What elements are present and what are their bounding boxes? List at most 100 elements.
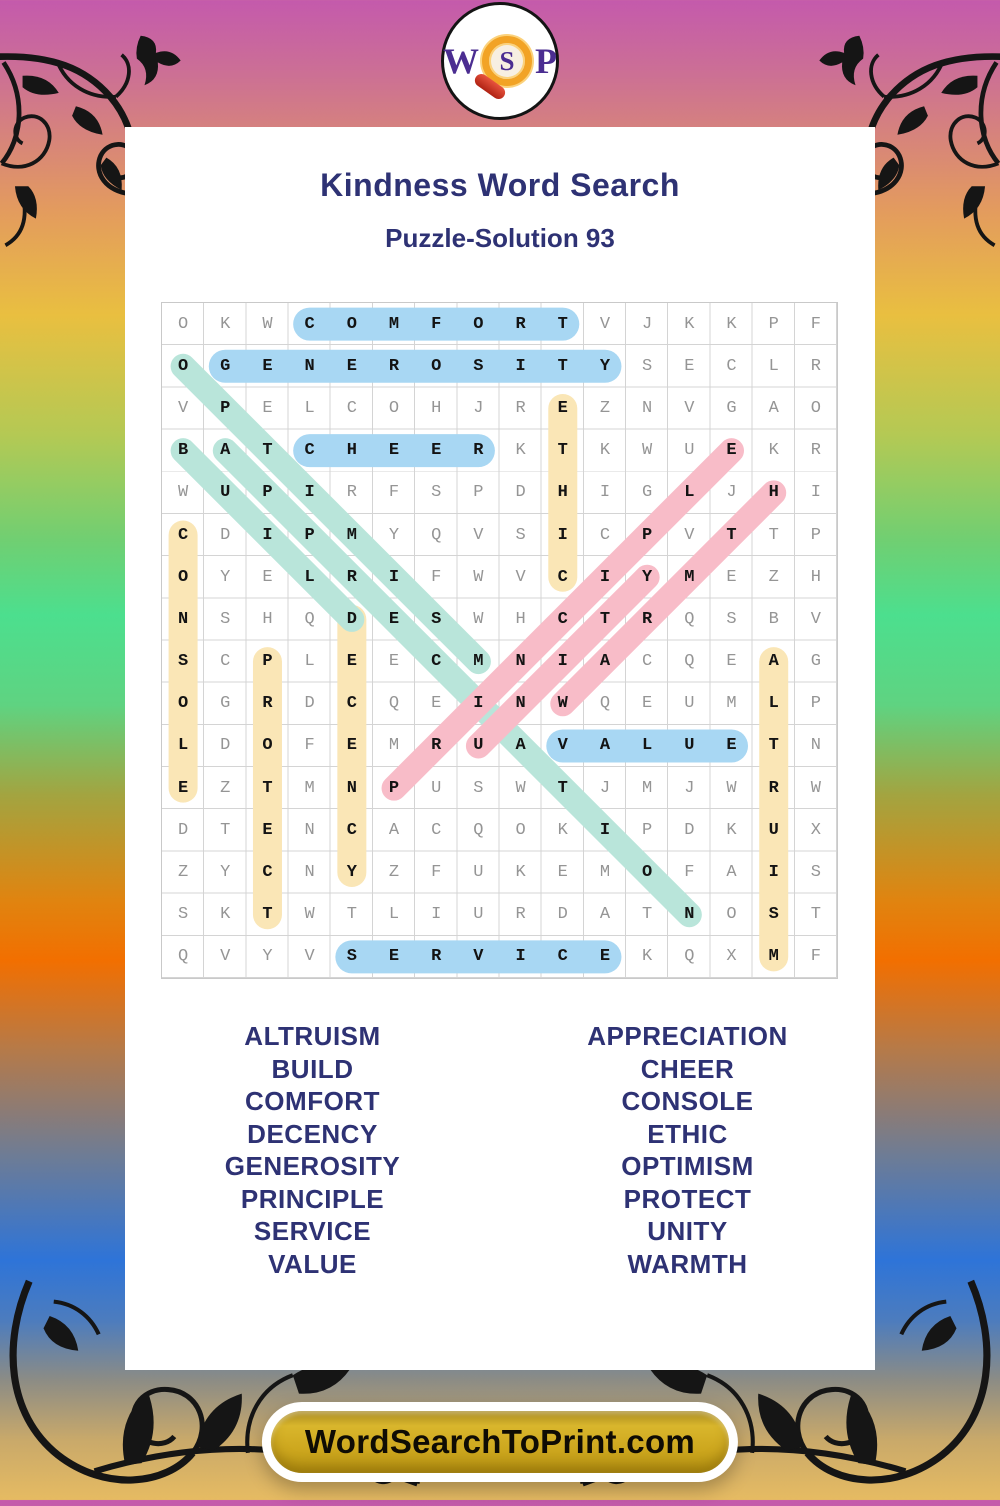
grid-cell: K: [768, 441, 779, 461]
grid-cell: Y: [220, 863, 231, 883]
grid-cell: E: [346, 736, 357, 756]
grid-cell: V: [557, 736, 568, 756]
grid-cell: C: [557, 567, 568, 587]
grid-cell: E: [557, 863, 568, 883]
word-list-item: APPRECIATION: [587, 1021, 788, 1051]
grid-cell: N: [515, 694, 526, 714]
grid-cell: O: [262, 736, 273, 756]
grid-cell: Y: [262, 947, 273, 967]
grid-cell: V: [515, 567, 526, 587]
grid-cell: K: [599, 441, 611, 461]
page-title: Kindness Word Search: [320, 167, 680, 203]
word-list-item: UNITY: [647, 1216, 728, 1246]
grid-cell: I: [557, 652, 568, 672]
word-list-item: SERVICE: [253, 1216, 372, 1246]
highlight-optimism: [170, 353, 491, 675]
grid-cell: L: [642, 736, 653, 756]
grid-cell: U: [684, 736, 695, 756]
grid-cell: N: [304, 356, 315, 376]
grid-cell: E: [726, 567, 737, 587]
grid-cell: V: [684, 398, 695, 418]
grid-cell: M: [473, 652, 484, 672]
grid-cell: I: [388, 567, 400, 587]
grid-cell: J: [599, 778, 611, 798]
grid-cell: N: [304, 863, 315, 883]
grid-cell: W: [726, 778, 737, 798]
grid-cell: R: [431, 736, 442, 756]
grid-cell: U: [473, 863, 484, 883]
grid-cell: T: [599, 609, 611, 629]
grid-cell: W: [473, 567, 484, 587]
grid-cell: T: [768, 525, 779, 545]
grid-cell: C: [346, 398, 357, 418]
grid-cell: P: [262, 483, 273, 503]
grid-cell: I: [599, 567, 611, 587]
grid-cell: X: [726, 947, 737, 967]
grid-cell: J: [684, 778, 695, 798]
grid-cell: D: [557, 905, 568, 925]
grid-cell: T: [810, 905, 821, 925]
grid-cell: H: [557, 483, 568, 503]
grid-cell: K: [726, 314, 737, 334]
word-list-item: COMFORT: [245, 1086, 380, 1116]
grid-cell: R: [431, 947, 442, 967]
grid-cell: X: [810, 820, 821, 840]
grid-cell: R: [346, 567, 357, 587]
grid-cell: V: [810, 609, 821, 629]
grid-cell: R: [262, 694, 273, 714]
grid-cell: O: [473, 314, 484, 334]
puzzle-card: Kindness Word Search Puzzle-Solution 93 …: [125, 127, 875, 1370]
footer-button-outer: WordSearchToPrint.com: [261, 1402, 739, 1482]
grid-cell: P: [642, 820, 653, 840]
grid-cell: R: [810, 441, 821, 461]
word-list-item: PRINCIPLE: [240, 1183, 385, 1214]
grid-cell: Q: [599, 694, 611, 714]
grid-cell: Q: [473, 820, 484, 840]
grid-cell: N: [346, 778, 357, 798]
grid-cell: M: [388, 314, 400, 334]
grid-cell: T: [346, 905, 357, 925]
grid-cell: R: [768, 778, 779, 798]
grid-cell: W: [304, 905, 315, 925]
grid-cell: S: [346, 947, 357, 967]
grid-cell: H: [262, 609, 273, 629]
highlight-appreciation: [212, 438, 702, 928]
grid-cell: S: [220, 609, 231, 629]
grid-cell: O: [388, 398, 400, 418]
grid-cell: G: [220, 694, 231, 714]
grid-cell: Q: [684, 609, 695, 629]
grid-cell: Q: [177, 947, 189, 967]
word-list-right-column: APPRECIATION CHEER CONSOLE ETHIC OPTIMISM PRO…: [500, 1020, 875, 1280]
grid-cell: Z: [768, 567, 779, 587]
grid-cell: F: [431, 567, 442, 587]
grid-cell: Z: [599, 398, 611, 418]
grid-cell: C: [262, 863, 273, 883]
grid-cell: F: [388, 483, 400, 503]
grid-cell: G: [726, 398, 737, 418]
grid-cell: P: [473, 483, 484, 503]
website-button[interactable]: WordSearchToPrint.com: [270, 1411, 730, 1473]
grid-cell: V: [220, 947, 231, 967]
grid-cell: D: [177, 820, 189, 840]
grid-cell: C: [557, 609, 568, 629]
grid-cell: A: [768, 398, 779, 418]
grid-cell: R: [388, 356, 400, 376]
grid-cell: C: [346, 694, 357, 714]
grid-cell: D: [515, 483, 526, 503]
highlight-build: [170, 438, 365, 632]
grid-cell: P: [304, 525, 315, 545]
grid-letters: O K W C O M F O R T V J K K P F O G E N E R O S I T Y S E C L R V P E L C O H J…: [162, 303, 837, 978]
grid-cell: Z: [388, 863, 400, 883]
grid-cell: E: [177, 778, 189, 798]
grid-cell: K: [557, 820, 568, 840]
grid-cell: E: [388, 652, 400, 672]
grid-cell: U: [768, 820, 779, 840]
grid-cell: A: [599, 736, 611, 756]
grid-cell: R: [642, 609, 653, 629]
grid-cell: T: [768, 736, 779, 756]
grid-cell: L: [768, 356, 779, 376]
grid-cell: Y: [599, 356, 611, 376]
grid-cell: E: [262, 356, 273, 376]
logo-letter-w: W: [443, 41, 479, 81]
grid-cell: C: [726, 356, 737, 376]
